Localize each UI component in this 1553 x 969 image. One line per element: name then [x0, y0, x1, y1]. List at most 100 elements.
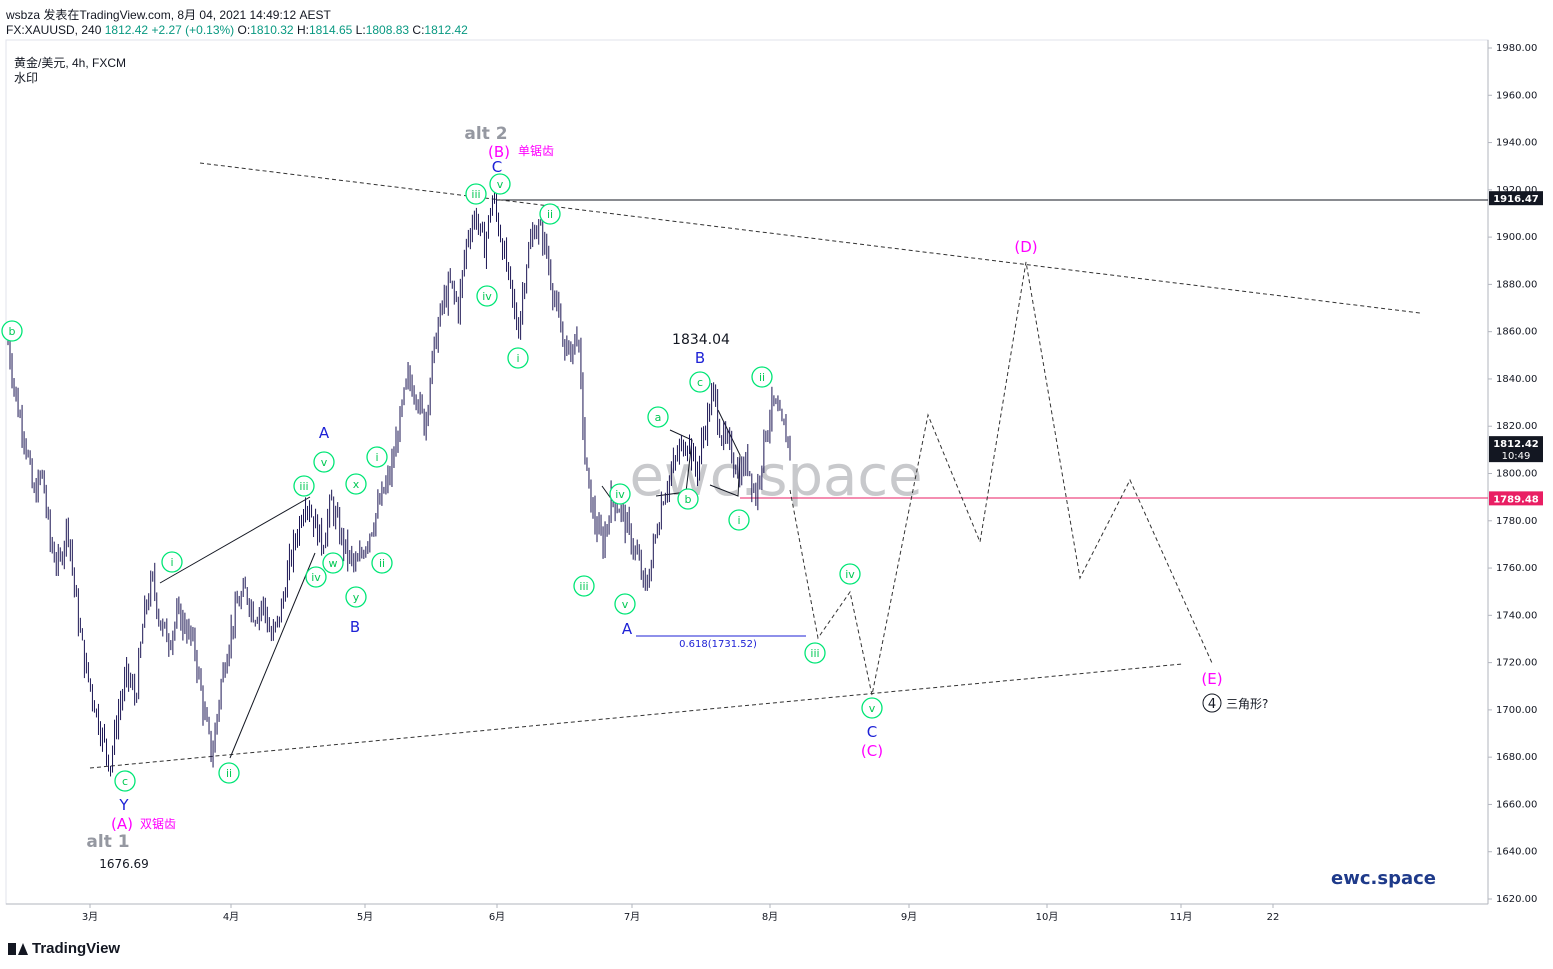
- close-value: 1812.42: [424, 23, 468, 37]
- wave-circle-label: v: [869, 702, 876, 715]
- price-change: +2.27 (+0.13%): [151, 23, 235, 37]
- y-tick-label: 1760.00: [1496, 563, 1537, 574]
- chart-header-line2: FX:XAUUSD, 240 1812.42 +2.27 (+0.13%) O:…: [6, 23, 468, 37]
- x-tick-label: 4月: [223, 911, 239, 923]
- y-tick-label: 1880.00: [1496, 279, 1537, 290]
- wave-circle-label: x: [353, 478, 360, 491]
- last-price: 1812.42: [104, 23, 149, 37]
- y-tick-label: 1700.00: [1496, 705, 1537, 716]
- wave-circle: [804, 642, 826, 664]
- y-tick-label: 1820.00: [1496, 421, 1537, 432]
- wave-label-B1: B: [350, 618, 360, 636]
- chart-header-line1: wsbza 发表在TradingView.com, 8月 04, 2021 14…: [6, 8, 331, 22]
- time-axis[interactable]: 3月 4月 5月 6月 7月 8月 9月 10月 11月 22: [82, 904, 1280, 923]
- wave-circle-label: b: [685, 493, 692, 506]
- wave-circle-label: ii: [379, 557, 385, 570]
- y-tick-label: 1860.00: [1496, 327, 1537, 338]
- wave-circle: [293, 475, 315, 497]
- wave-label-B-paren: (B): [488, 143, 510, 161]
- wave-circle-label: iii: [810, 647, 819, 660]
- alt2-label: alt 2: [464, 124, 507, 144]
- y-tick-label: 1980.00: [1496, 43, 1537, 54]
- wave-circle-label: iv: [311, 571, 321, 584]
- wave-circle: [476, 285, 498, 307]
- wave-label-Y: Y: [118, 796, 129, 814]
- y-tick-label: 1920.00: [1496, 185, 1537, 196]
- wave-circle: [305, 566, 327, 588]
- y-tick-label: 1620.00: [1496, 894, 1537, 905]
- wave-circle: [161, 551, 183, 573]
- wave-label-E-paren: (E): [1201, 670, 1222, 688]
- x-tick-label: 11月: [1170, 911, 1193, 923]
- wave-4-circle: [1202, 693, 1222, 713]
- wave-label-A-paren: (A): [111, 815, 133, 833]
- price-label-box: [1489, 491, 1543, 506]
- wave-label-C-paren: (C): [861, 742, 883, 760]
- wave-circle-label: iv: [615, 488, 625, 501]
- low-value: 1808.83: [365, 23, 410, 37]
- y-tick-label: 1800.00: [1496, 469, 1537, 480]
- wave-circle-label: ii: [226, 767, 232, 780]
- wave-label-A2: A: [622, 620, 633, 638]
- wave-circle-label: i: [737, 514, 740, 527]
- wave-circle: [345, 473, 367, 495]
- wave-circle: [728, 509, 750, 531]
- wave-circle-label: v: [497, 178, 504, 191]
- price-label-box: [1489, 191, 1543, 206]
- wave-circle-label: iii: [579, 580, 588, 593]
- wave-circle: [371, 552, 393, 574]
- wave-circle: [313, 451, 335, 473]
- wave-circle: [573, 575, 595, 597]
- price-axis[interactable]: 1980.00 1960.00 1940.00 1920.00 1900.00 1880.…: [1488, 43, 1537, 905]
- y-tick-label: 1960.00: [1496, 90, 1537, 101]
- y-tick-label: 1840.00: [1496, 374, 1537, 385]
- wave-circle: [689, 371, 711, 393]
- wave-circle-label: i: [516, 352, 519, 365]
- x-tick-label: 10月: [1036, 911, 1059, 923]
- triangle-note: 三角形?: [1226, 697, 1268, 711]
- wave-circle: [677, 488, 699, 510]
- y-tick-label: 1780.00: [1496, 516, 1537, 527]
- wave-4-label: 4: [1208, 697, 1216, 712]
- wave-note-B: 单锯齿: [518, 143, 554, 158]
- price-candles: [7, 192, 791, 777]
- wave-circle: [614, 593, 636, 615]
- wave-circle: [839, 563, 861, 585]
- price-label-text: 1789.48: [1493, 494, 1539, 505]
- price-label-box: [1489, 436, 1543, 463]
- open-value: 1810.32: [250, 23, 294, 37]
- price-label-subtext: 10:49: [1502, 451, 1531, 462]
- wave-circle-label: iv: [482, 290, 492, 303]
- wave-circle-label: c: [697, 376, 703, 389]
- x-tick-label: 22: [1267, 912, 1280, 923]
- tradingview-logo[interactable]: TradingView: [8, 940, 120, 957]
- wave-circle-label: w: [329, 557, 338, 570]
- wave-circle: [861, 697, 883, 719]
- upper-trendline: [199, 162, 1421, 314]
- x-tick-label: 3月: [82, 911, 98, 923]
- wave-label-B2: B: [695, 349, 705, 367]
- wave-circle-label: iii: [299, 480, 308, 493]
- y-tick-label: 1660.00: [1496, 799, 1537, 810]
- y-tick-label: 1740.00: [1496, 610, 1537, 621]
- low-price-label: 1676.69: [99, 857, 149, 871]
- y-tick-label: 1640.00: [1496, 847, 1537, 858]
- wave-circle: [322, 552, 344, 574]
- wave-circle-label: c: [122, 775, 128, 788]
- wave-circle-label: v: [622, 598, 629, 611]
- wave-circle-label: ii: [547, 208, 553, 221]
- wave-circle: [114, 770, 136, 792]
- wave-circle-label: i: [170, 556, 173, 569]
- wave-note-A: 双锯齿: [140, 816, 176, 831]
- wave-circle: [489, 173, 511, 195]
- x-tick-label: 9月: [901, 911, 917, 923]
- wave-circle: [647, 406, 669, 428]
- wave-circle-label: a: [655, 411, 662, 424]
- wave-label-C1: C: [492, 158, 502, 176]
- wave-circle-label: iii: [471, 188, 480, 201]
- wave-label-D-paren: (D): [1014, 238, 1037, 256]
- projection-path: [789, 261, 1213, 696]
